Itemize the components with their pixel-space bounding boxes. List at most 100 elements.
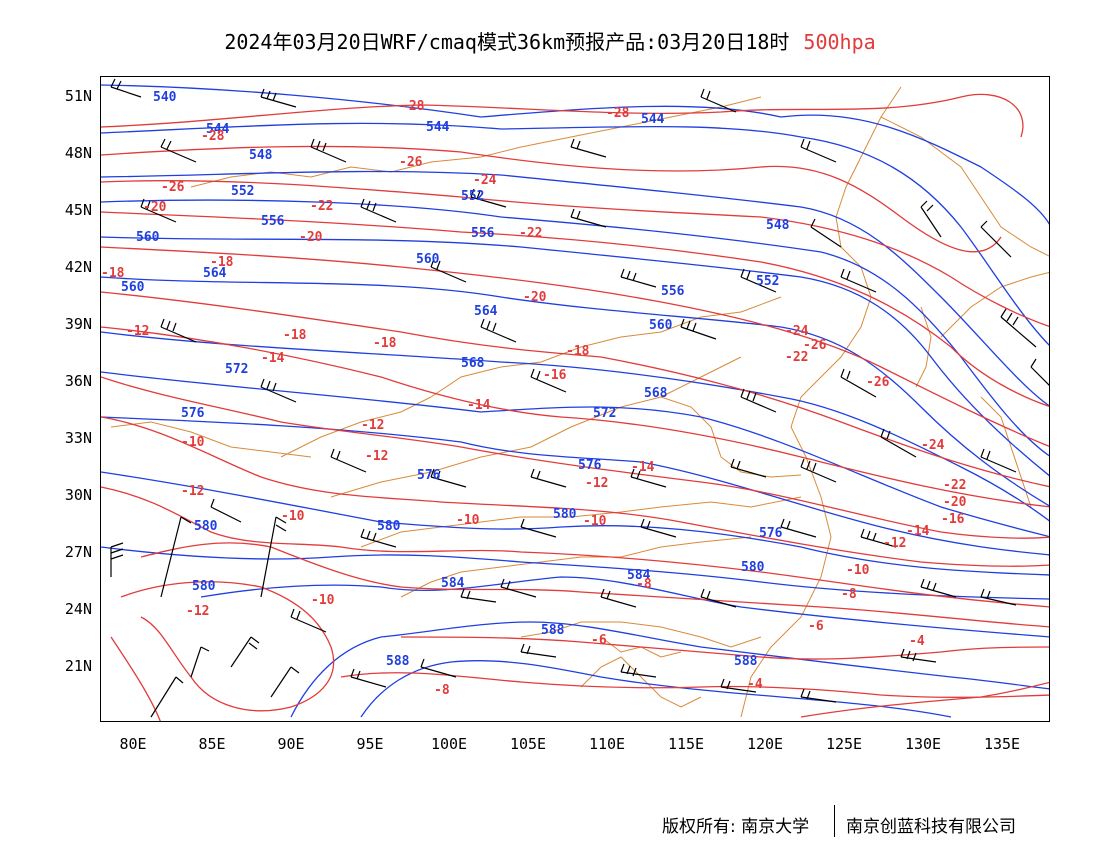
temperature-label: -10	[181, 435, 205, 450]
temperature-label: -22	[310, 199, 333, 214]
height-label: 576	[759, 526, 783, 541]
height-label: 548	[249, 148, 273, 163]
temperature-label: -4	[909, 634, 925, 649]
temperature-label: -22	[785, 350, 808, 365]
lat-label: 42N	[64, 258, 92, 276]
lon-label: 80E	[119, 735, 147, 753]
temperature-label-layer: -28 -28 -28 -26 -26 -24 -24 -20 -22 -22 …	[101, 99, 967, 698]
height-label: 564	[203, 266, 227, 281]
temperature-label: -28	[401, 99, 425, 114]
footer-divider	[834, 805, 835, 837]
height-label: 548	[766, 218, 790, 233]
temperature-label: -10	[311, 593, 335, 608]
temperature-label: -20	[143, 200, 167, 215]
lat-label: 33N	[64, 429, 92, 447]
temperature-label: -20	[523, 290, 547, 305]
lon-label: 95E	[356, 735, 384, 753]
temperature-label: -20	[943, 495, 967, 510]
height-label: 588	[386, 654, 410, 669]
height-label: 584	[627, 568, 651, 583]
chart-title: 2024年03月20日WRF/cmaq模式36km预报产品:03月20日18时 5…	[0, 26, 1100, 55]
temperature-label: -26	[803, 338, 827, 353]
temperature-label: -18	[210, 255, 234, 270]
height-label: 556	[261, 214, 285, 229]
height-label: 572	[225, 362, 248, 377]
height-label: 576	[181, 406, 205, 421]
lat-label: 21N	[64, 657, 92, 675]
lat-label: 48N	[64, 144, 92, 162]
temperature-label: -8	[434, 683, 450, 698]
lon-label: 90E	[277, 735, 305, 753]
height-label: 572	[593, 406, 616, 421]
temperature-label: -12	[181, 484, 204, 499]
height-label: 556	[471, 226, 495, 241]
temperature-label: -12	[126, 324, 149, 339]
temperature-label: -16	[941, 512, 965, 527]
lon-label: 100E	[430, 735, 468, 753]
height-label: 588	[541, 623, 565, 638]
temperature-label: -12	[186, 604, 209, 619]
height-label-layer: 540 544 544 544 548 548 552 552 552 556 …	[121, 90, 790, 669]
temperature-label: -18	[373, 336, 397, 351]
height-label: 568	[461, 356, 485, 371]
temperature-label: -14	[261, 351, 285, 366]
temperature-label: -8	[636, 577, 652, 592]
temperature-label: -10	[456, 513, 480, 528]
height-label: 544	[206, 122, 230, 137]
temperature-label: -8	[841, 587, 857, 602]
temperature-label: -10	[583, 514, 607, 529]
height-label: 580	[741, 560, 765, 575]
coastline-layer	[110, 86, 1049, 718]
height-label: 552	[756, 274, 779, 289]
lon-label: 130E	[904, 735, 942, 753]
temperature-label: -6	[591, 633, 607, 648]
temperature-label: -16	[543, 368, 567, 383]
temperature-label: -4	[747, 677, 763, 692]
temperature-label: -14	[467, 398, 491, 413]
temperature-label: -24	[473, 173, 497, 188]
lat-label: 51N	[64, 87, 92, 105]
temperature-label: -24	[785, 324, 809, 339]
lon-label: 125E	[825, 735, 863, 753]
height-label: 580	[377, 519, 401, 534]
temperature-label: -12	[883, 536, 906, 551]
temperature-label: -24	[921, 438, 945, 453]
lon-label: 110E	[588, 735, 626, 753]
height-label: 588	[734, 654, 758, 669]
temperature-label: -6	[808, 619, 824, 634]
height-label: 580	[194, 519, 218, 534]
lon-label: 85E	[198, 735, 226, 753]
height-label: 584	[441, 576, 465, 591]
footer-copyright: 版权所有: 南京大学	[662, 817, 810, 837]
temperature-label: -12	[585, 476, 608, 491]
height-label: 568	[644, 386, 668, 401]
map-svg: 540 544 544 544 548 548 552 552 552 556 …	[101, 78, 1049, 721]
wind-barbs	[110, 78, 1049, 718]
temperature-label: -20	[299, 230, 323, 245]
lat-label: 39N	[64, 315, 92, 333]
temperature-label: -22	[519, 226, 542, 241]
height-label: 552	[461, 189, 484, 204]
height-label: 552	[231, 184, 254, 199]
height-label: 560	[649, 318, 673, 333]
height-label: 544	[641, 112, 665, 127]
height-label: 580	[553, 507, 577, 522]
temperature-label: -26	[161, 180, 185, 195]
lon-label: 120E	[746, 735, 784, 753]
height-label: 560	[121, 280, 145, 295]
lat-label: 27N	[64, 543, 92, 561]
temperature-label: -18	[101, 266, 125, 281]
height-label: 564	[474, 304, 498, 319]
lat-label: 30N	[64, 486, 92, 504]
temperature-label: -12	[365, 449, 388, 464]
temperature-label: -12	[361, 418, 384, 433]
temperature-label: -26	[866, 375, 890, 390]
lat-label: 36N	[64, 372, 92, 390]
temperature-label: -28	[606, 106, 630, 121]
title-main: 2024年03月20日WRF/cmaq模式36km预报产品:03月20日18时	[224, 30, 790, 54]
temperature-label: -18	[283, 328, 307, 343]
height-label: 560	[136, 230, 160, 245]
temperature-label: -10	[281, 509, 305, 524]
height-contours	[101, 84, 1049, 718]
temperature-label: -14	[631, 460, 655, 475]
